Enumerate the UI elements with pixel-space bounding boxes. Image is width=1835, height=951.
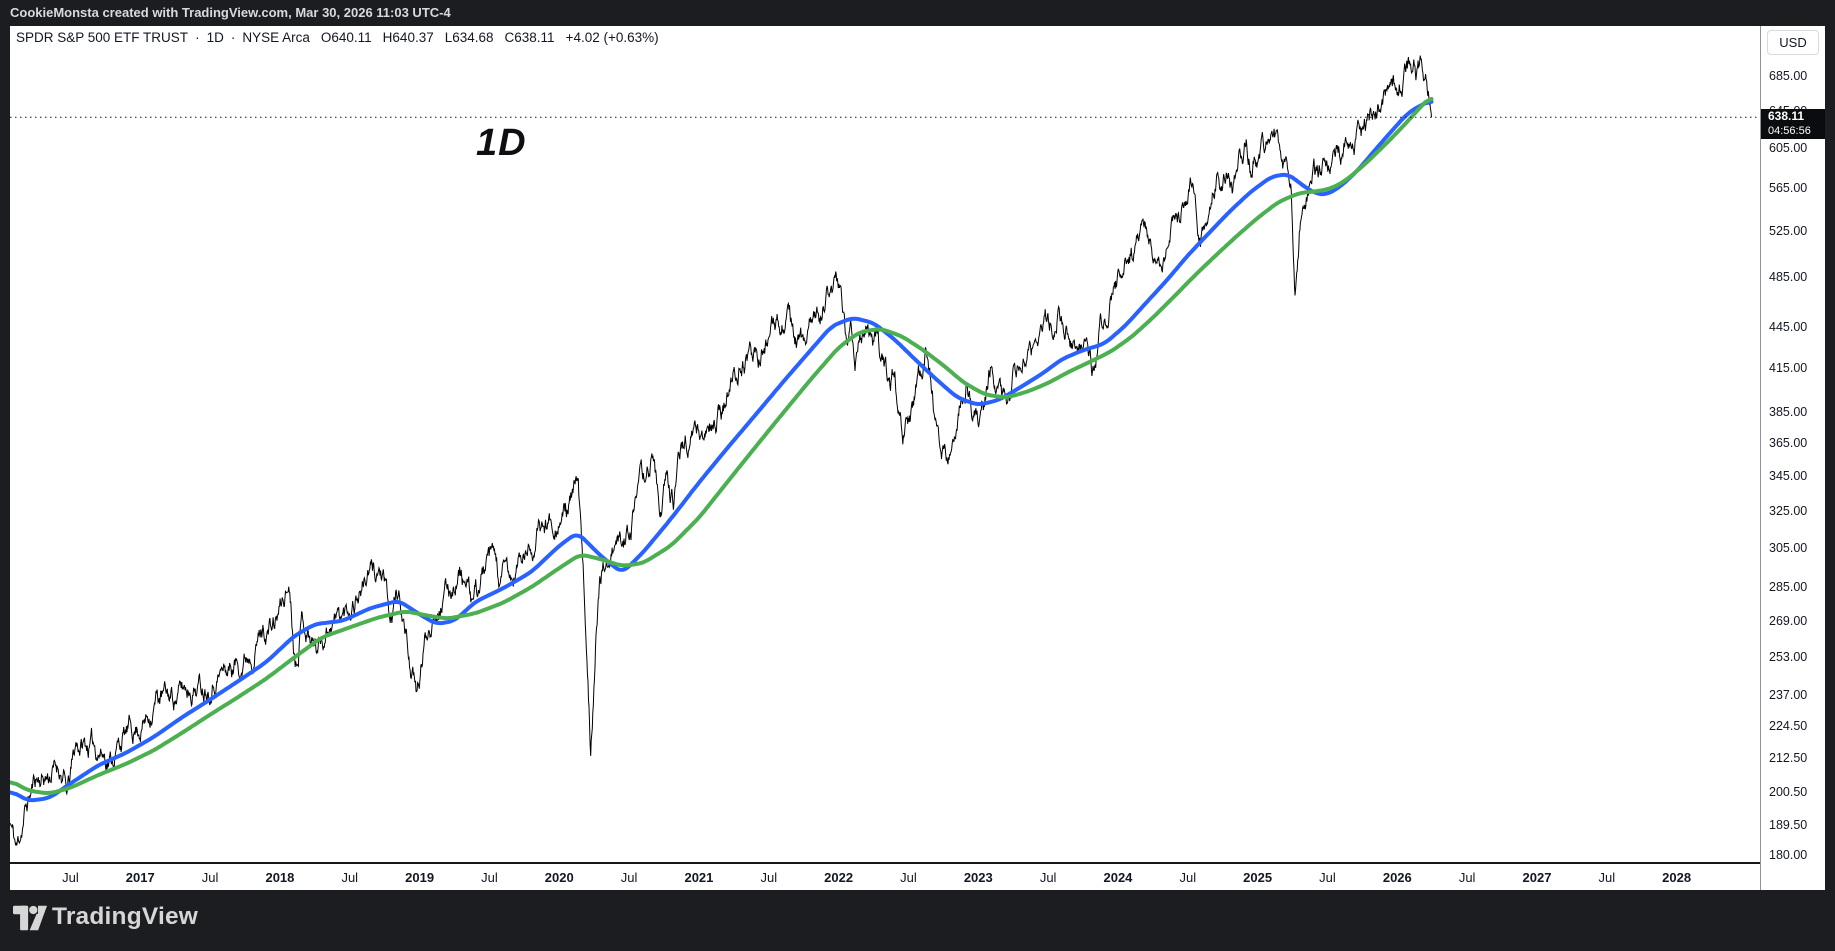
price-tick-label: 189.50 bbox=[1769, 818, 1808, 833]
time-axis-label: 2023 bbox=[963, 870, 993, 885]
time-axis-label: Jul bbox=[620, 870, 638, 885]
price-tick-label: 565.00 bbox=[1769, 181, 1808, 196]
currency-button[interactable]: USD bbox=[1767, 30, 1819, 55]
time-axis-label: Jul bbox=[1598, 870, 1616, 885]
time-axis-label: Jul bbox=[1319, 870, 1336, 885]
price-tick-label: 365.00 bbox=[1769, 435, 1808, 450]
price-tick-label: 253.00 bbox=[1769, 649, 1808, 664]
time-axis-label: 2020 bbox=[544, 870, 574, 885]
last-price-value: 638.11 bbox=[1768, 109, 1805, 123]
price-tick-label: 605.00 bbox=[1769, 141, 1808, 156]
high-value: 640.37 bbox=[392, 30, 434, 45]
open-value: 640.11 bbox=[331, 30, 372, 45]
high-label: H bbox=[382, 30, 393, 45]
price-tick-label: 269.00 bbox=[1769, 613, 1808, 628]
time-axis-label: Jul bbox=[341, 870, 359, 885]
time-axis-label: 2026 bbox=[1382, 870, 1412, 885]
price-tick-label: 200.50 bbox=[1769, 785, 1808, 800]
price-tick-label: 525.00 bbox=[1769, 224, 1808, 239]
separator-dot: · bbox=[195, 30, 200, 45]
footer-bar bbox=[0, 890, 1835, 951]
time-axis-label: Jul bbox=[1458, 870, 1476, 885]
time-axis-label: Jul bbox=[760, 870, 778, 885]
time-axis-label: 2017 bbox=[125, 870, 155, 885]
interval-text-annotation[interactable]: 1D bbox=[476, 122, 527, 164]
price-tick-label: 224.50 bbox=[1769, 719, 1808, 734]
time-axis-label: 2028 bbox=[1662, 870, 1692, 885]
attribution-text: CookieMonsta created with TradingView.co… bbox=[10, 5, 451, 20]
exchange-label: NYSE Arca bbox=[242, 30, 310, 45]
change-value: +4.02 (+0.63%) bbox=[565, 30, 659, 45]
low-value: 634.68 bbox=[452, 30, 494, 45]
time-axis-label: 2018 bbox=[265, 870, 295, 885]
price-tick-label: 415.00 bbox=[1769, 361, 1808, 376]
time-axis-label: 2022 bbox=[824, 870, 854, 885]
price-tick-label: 445.00 bbox=[1769, 320, 1808, 335]
price-tick-label: 325.00 bbox=[1769, 503, 1808, 518]
time-axis-label: Jul bbox=[1039, 870, 1057, 885]
price-tick-label: 180.00 bbox=[1769, 848, 1808, 863]
symbol-title[interactable]: SPDR S&P 500 ETF TRUST bbox=[16, 30, 189, 45]
time-axis-label: Jul bbox=[900, 870, 917, 885]
price-tick-label: 485.00 bbox=[1769, 270, 1808, 285]
time-axis-label: 2024 bbox=[1103, 870, 1133, 885]
separator-dot: · bbox=[230, 30, 236, 45]
interval-label[interactable]: 1D bbox=[206, 30, 224, 45]
low-label: L bbox=[444, 30, 453, 45]
time-axis[interactable]: Jul 2017 Jul 2018 Jul 2019 Jul 2020 Jul 2021 Jul 20… bbox=[10, 862, 1760, 890]
close-label: C bbox=[504, 30, 515, 45]
price-tick-label: 385.00 bbox=[1769, 404, 1808, 419]
price-tick-label: 285.00 bbox=[1769, 580, 1808, 595]
price-tick-label: 237.00 bbox=[1769, 687, 1808, 702]
price-axis[interactable]: USD 685.00645.00605.00565.00525.00485.00… bbox=[1760, 26, 1825, 890]
attribution-bar: CookieMonsta created with TradingView.co… bbox=[0, 0, 1835, 26]
price-tick-label: 212.50 bbox=[1769, 751, 1808, 766]
time-axis-label: 2019 bbox=[405, 870, 435, 885]
tradingview-logo-icon[interactable] bbox=[13, 904, 47, 932]
time-axis-label: Jul bbox=[1179, 870, 1197, 885]
bar-countdown: 04:56:56 bbox=[1768, 125, 1811, 137]
symbol-header: SPDR S&P 500 ETF TRUST · 1D · NYSE Arca O640.… bbox=[16, 30, 659, 48]
price-tick-label: 685.00 bbox=[1769, 69, 1808, 83]
time-axis-label: Jul bbox=[201, 870, 219, 885]
price-tick-label: 305.00 bbox=[1769, 540, 1808, 555]
time-axis-label: 2021 bbox=[684, 870, 714, 885]
chart-panel bbox=[10, 26, 1825, 890]
open-label: O bbox=[320, 30, 332, 45]
time-axis-label: Jul bbox=[62, 870, 79, 885]
price-tick-label: 345.00 bbox=[1769, 468, 1808, 483]
close-value: 638.11 bbox=[514, 30, 555, 45]
time-axis-label: 2027 bbox=[1522, 870, 1552, 885]
time-axis-label: Jul bbox=[481, 870, 498, 885]
time-axis-label: 2025 bbox=[1243, 870, 1273, 885]
tradingview-wordmark[interactable]: TradingView bbox=[52, 903, 199, 930]
last-price-badge: 638.11 04:56:56 bbox=[1761, 109, 1825, 139]
